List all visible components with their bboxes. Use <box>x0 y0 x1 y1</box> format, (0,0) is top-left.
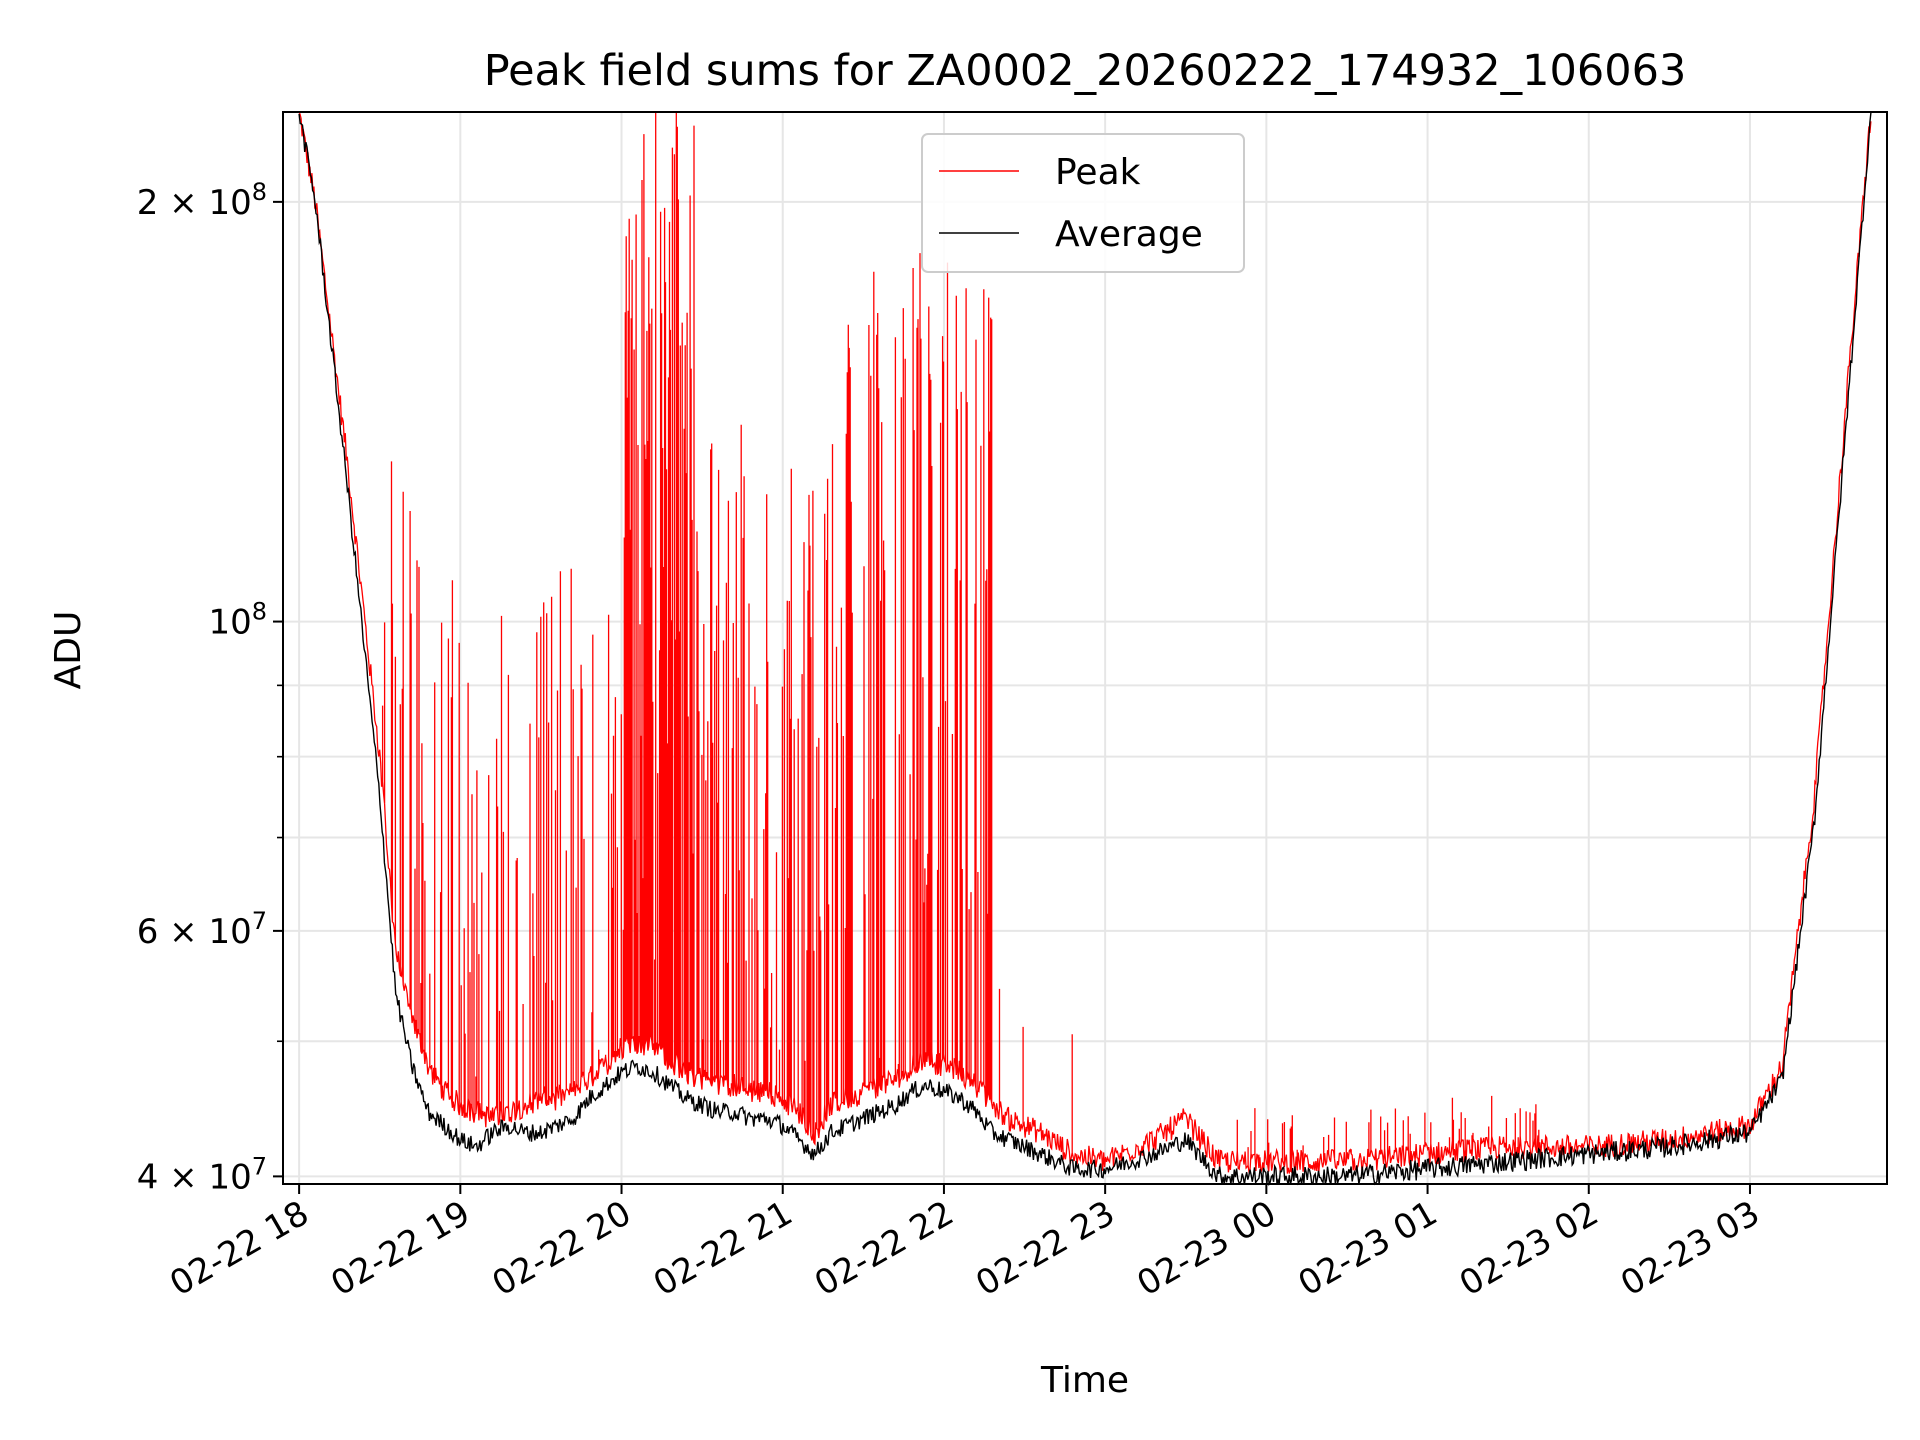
x-tick-label: 02-22 20 <box>486 1193 638 1304</box>
y-tick-label: 2 × 108 <box>137 178 267 223</box>
x-tick-label: 02-22 21 <box>647 1193 799 1304</box>
y-tick-label: 4 × 107 <box>137 1152 267 1197</box>
x-tick-label: 02-23 01 <box>1292 1193 1444 1304</box>
chart-title: Peak field sums for ZA0002_20260222_1749… <box>484 46 1687 96</box>
legend-label: Peak <box>1055 152 1141 193</box>
x-tick-label: 02-22 23 <box>969 1193 1121 1304</box>
x-axis: 02-22 18 02-22 19 02-22 20 02-22 21 02-22 22… <box>163 1184 1766 1304</box>
legend: Peak Average <box>921 133 1245 273</box>
y-axis: 4 × 107 6 × 107 108 2 × 108 <box>137 178 283 1197</box>
x-tick-label: 02-22 22 <box>808 1193 960 1304</box>
x-tick-label: 02-22 18 <box>163 1193 315 1304</box>
x-tick-label: 02-23 02 <box>1453 1193 1605 1304</box>
x-axis-label: Time <box>1040 1360 1129 1401</box>
plot-series <box>298 111 1872 1187</box>
x-tick-label: 02-23 03 <box>1614 1193 1766 1304</box>
y-axis-label: ADU <box>48 611 89 690</box>
plot-frame <box>282 111 1888 1185</box>
x-tick-label: 02-23 00 <box>1130 1193 1282 1304</box>
y-tick-label: 108 <box>208 598 267 643</box>
y-tick-label: 6 × 107 <box>137 907 267 952</box>
series-average-line <box>298 112 1872 1187</box>
legend-box <box>921 133 1245 273</box>
legend-label: Average <box>1055 214 1203 255</box>
x-tick-label: 02-22 19 <box>324 1193 476 1304</box>
